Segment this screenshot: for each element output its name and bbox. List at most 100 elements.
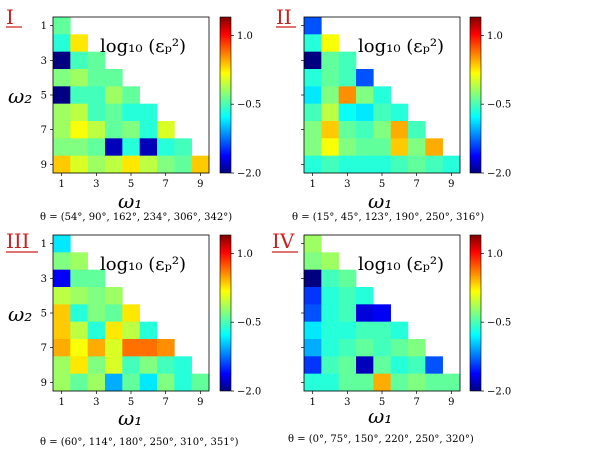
heatmap-cell xyxy=(304,17,322,35)
panel-label: II xyxy=(276,5,292,29)
y-tick-label: 9 xyxy=(41,378,47,389)
colorbar-tick-label: 1.0 xyxy=(237,31,253,42)
heatmap-cell xyxy=(53,155,71,174)
heatmap-cell xyxy=(321,121,339,139)
heatmap-cell xyxy=(53,269,71,288)
heatmap-cell xyxy=(87,356,106,374)
panel-title: log₁₀ (εₚ²) xyxy=(358,254,444,275)
heatmap-cell xyxy=(105,339,123,357)
heatmap-cell xyxy=(390,373,409,392)
heatmap-cell xyxy=(338,121,357,139)
heatmap-cell xyxy=(122,304,140,322)
heatmap-cell xyxy=(122,373,140,392)
heatmap-cell xyxy=(321,138,339,156)
heatmap-cell xyxy=(321,373,339,392)
heatmap-cell xyxy=(390,321,409,340)
heatmap-cell xyxy=(408,373,426,392)
colorbar-tick-label: −2.0 xyxy=(487,169,511,180)
x-tick-labels: 1 3 5 7 9 xyxy=(309,391,455,408)
heatmap-cell xyxy=(338,321,357,340)
heatmap-cell xyxy=(87,155,106,174)
heatmap-cell xyxy=(425,155,443,174)
heatmap-cell xyxy=(87,321,106,340)
heatmap-cell xyxy=(53,51,71,70)
heatmap-cell xyxy=(70,339,88,357)
heatmap-cell xyxy=(390,155,409,174)
colorbar-ticks: 1.0 −0.5 −2.0 xyxy=(231,249,261,398)
heatmap-cell xyxy=(70,287,88,305)
heatmap-cell xyxy=(390,339,409,357)
panel-title: log₁₀ (εₚ²) xyxy=(100,36,186,57)
heatmap-cell xyxy=(174,138,192,156)
x-tick-label: 3 xyxy=(93,179,99,190)
heatmap-cell xyxy=(53,252,71,270)
heatmap-cell xyxy=(321,321,339,340)
heatmap-cell xyxy=(122,121,140,139)
heatmap-cell xyxy=(321,86,339,104)
heatmap-cell xyxy=(122,339,140,357)
heatmap-cell xyxy=(373,339,391,357)
heatmap-cell xyxy=(338,69,357,87)
heatmap-cell xyxy=(321,34,339,52)
heatmap-cell xyxy=(356,138,374,156)
heatmap-cell xyxy=(157,155,175,174)
heatmap-cell xyxy=(70,269,88,288)
heatmap-cells xyxy=(53,17,210,174)
y-tick-labels: 1 3 5 7 9 xyxy=(41,21,53,171)
heatmap-cell xyxy=(304,155,322,174)
heatmap-cell xyxy=(373,373,391,392)
theta-caption: θ = (54°, 90°, 162°, 234°, 306°, 342°) xyxy=(40,212,232,223)
x-tick-label: 3 xyxy=(93,397,99,408)
heatmap-cell xyxy=(408,138,426,156)
heatmap-cell xyxy=(321,103,339,122)
heatmap-cell xyxy=(157,356,175,374)
x-tick-label: 1 xyxy=(58,179,64,190)
x-tick-label: 3 xyxy=(344,179,350,190)
x-tick-labels: 1 3 5 7 9 xyxy=(58,391,204,408)
heatmap-cell xyxy=(87,269,106,288)
y-tick-labels: 1 3 5 7 9 xyxy=(41,239,53,389)
x-axis-label: ω₁ xyxy=(118,189,142,213)
heatmap-cell xyxy=(338,155,357,174)
heatmap-cell xyxy=(373,155,391,174)
heatmap-cell xyxy=(105,103,123,122)
heatmap-cell xyxy=(304,34,322,52)
panel-IV: IV log₁₀ (εₚ²) 1 3 5 7 9 ω₁ 1.0 −0.5 −2.0 θ = … xyxy=(272,229,511,445)
colorbar-tick-label: −0.5 xyxy=(237,318,261,329)
heatmap-cell xyxy=(87,373,106,392)
heatmap-cell xyxy=(356,304,374,322)
heatmap-cell xyxy=(122,138,140,156)
heatmap-cell xyxy=(304,51,322,70)
heatmap-cell xyxy=(105,373,123,392)
heatmap-cell xyxy=(87,287,106,305)
heatmap-cell xyxy=(321,252,339,270)
heatmap-cell xyxy=(87,69,106,87)
panel-I: I ω₂ log₁₀ (εₚ²) 1 3 5 7 9 1 3 5 7 9 ω₁ 1.0 −0.5 −… xyxy=(6,5,261,223)
x-tick-label: 7 xyxy=(413,179,419,190)
x-tick-label: 7 xyxy=(162,179,168,190)
heatmap-cell xyxy=(157,138,175,156)
colorbar-tick-label: 1.0 xyxy=(487,249,503,260)
y-tick-label: 9 xyxy=(41,160,47,171)
heatmap-cell xyxy=(105,69,123,87)
heatmap-cell xyxy=(70,121,88,139)
heatmap-cell xyxy=(191,373,210,392)
heatmap-cell xyxy=(105,287,123,305)
heatmap-cell xyxy=(122,356,140,374)
heatmap-cell xyxy=(87,138,106,156)
colorbar-ticks: 1.0 −0.5 −2.0 xyxy=(231,31,261,180)
panel-label: IV xyxy=(272,229,295,253)
heatmap-cell xyxy=(174,356,192,374)
heatmap-cell xyxy=(70,34,88,52)
heatmap-cell xyxy=(122,103,140,122)
heatmap-cell xyxy=(174,155,192,174)
y-tick-label: 5 xyxy=(41,91,47,102)
heatmap-cell xyxy=(53,235,71,253)
heatmap-cell xyxy=(356,321,374,340)
heatmap-cell xyxy=(321,287,339,305)
x-tick-label: 9 xyxy=(448,179,454,190)
heatmap-cell xyxy=(87,51,106,70)
heatmap-cell xyxy=(139,373,158,392)
colorbar-tick-label: 1.0 xyxy=(487,31,503,42)
